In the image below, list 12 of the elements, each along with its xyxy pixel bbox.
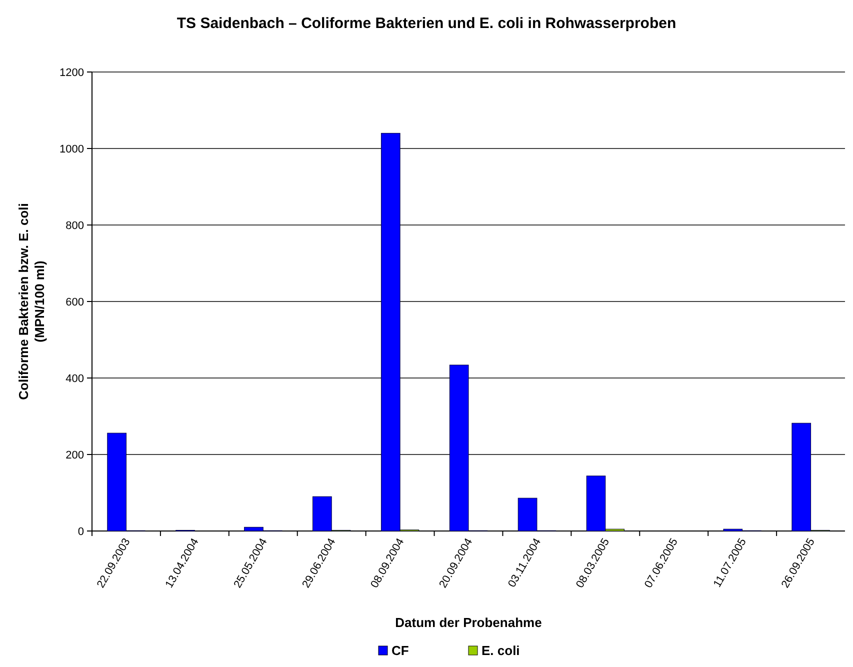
y-tick-label: 800	[66, 220, 84, 232]
y-tick-label: 400	[66, 372, 84, 385]
legend-label: CF	[392, 643, 409, 658]
x-axis-title: Datum der Probenahme	[395, 615, 542, 630]
legend-label: E. coli	[482, 643, 520, 658]
y-tick-label: 600	[66, 296, 84, 308]
y-tick-label: 200	[66, 449, 84, 462]
y-axis-title: Coliforme Bakterien bzw. E. coli (MPN/100 ml)	[16, 203, 47, 400]
y-tick-label: 1000	[60, 143, 84, 156]
y-tick-label: 1200	[60, 66, 84, 79]
y-tick-label: 0	[78, 526, 84, 538]
chart-title: TS Saidenbach – Coliforme Bakterien und E. coli in Rohwasserproben	[176, 15, 676, 32]
